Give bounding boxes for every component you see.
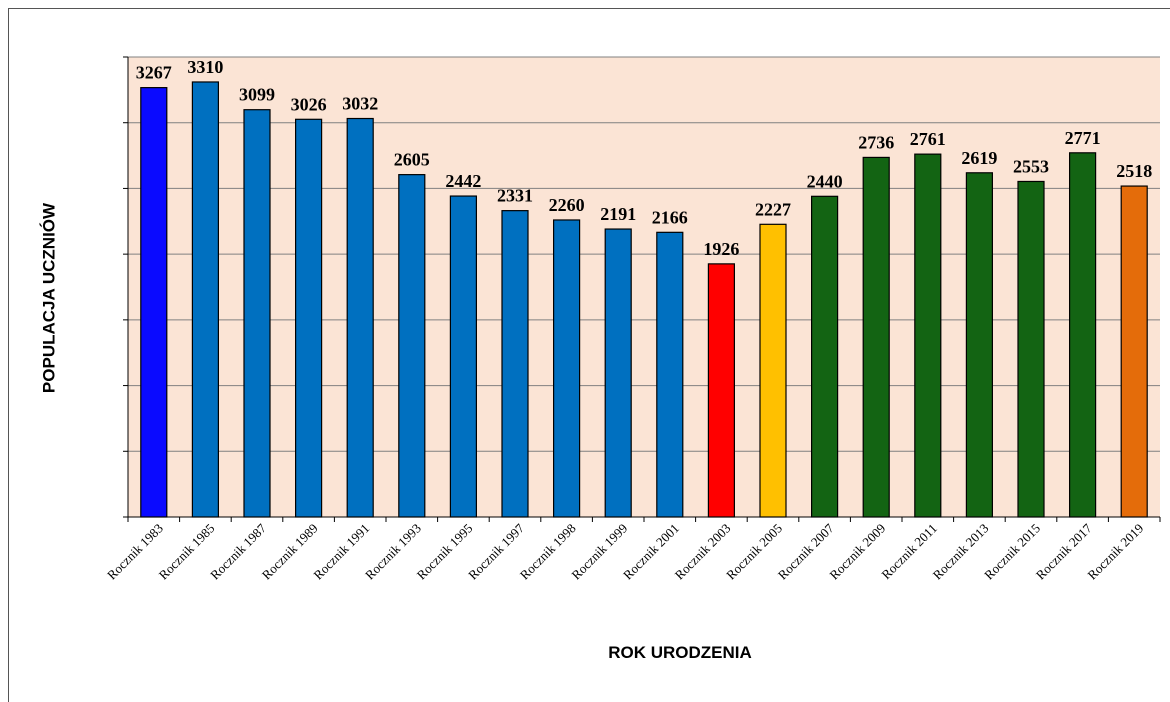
value-label: 2771 (1065, 128, 1101, 148)
value-label: 2166 (652, 207, 688, 227)
plot-area (128, 57, 1160, 517)
value-label: 2553 (1013, 156, 1049, 176)
value-label: 1926 (703, 239, 739, 259)
bar (759, 223, 787, 518)
bar (656, 231, 684, 518)
value-label: 2605 (394, 150, 430, 170)
bar (1120, 185, 1148, 518)
value-label: 2736 (858, 132, 894, 152)
bar (810, 195, 839, 518)
value-label: 3310 (187, 57, 223, 77)
x-tick-label: Rocznik 2019 (1084, 521, 1146, 583)
x-axis-title: ROK URODZENIA (608, 643, 752, 662)
value-label: 3267 (136, 63, 172, 83)
bar (1068, 152, 1097, 518)
value-label: 2191 (600, 204, 636, 224)
frame (8, 8, 1170, 702)
y-axis-title: POPULACJA UCZNIÓW (39, 202, 58, 393)
bar (398, 174, 426, 518)
bar (295, 118, 323, 518)
value-label: 2619 (961, 148, 997, 168)
value-label: 3032 (342, 94, 378, 114)
value-label: 2440 (807, 171, 843, 191)
bar (965, 172, 994, 518)
bar (346, 117, 374, 518)
bar (140, 87, 168, 518)
bar (501, 210, 529, 518)
bar (707, 263, 736, 518)
value-label: 2761 (910, 129, 946, 149)
bar (191, 81, 219, 518)
value-label: 3026 (291, 94, 327, 114)
bar (1017, 180, 1045, 518)
bar (914, 153, 942, 518)
value-label: 2227 (755, 199, 791, 219)
bar (552, 219, 581, 518)
value-label: 3099 (239, 85, 275, 105)
bar (604, 228, 632, 518)
bar (862, 156, 890, 518)
value-label: 2331 (497, 186, 533, 206)
value-label: 2260 (549, 195, 585, 215)
bar (243, 109, 271, 518)
bar (449, 195, 477, 518)
value-label: 2442 (445, 171, 481, 191)
value-label: 2518 (1116, 161, 1152, 181)
